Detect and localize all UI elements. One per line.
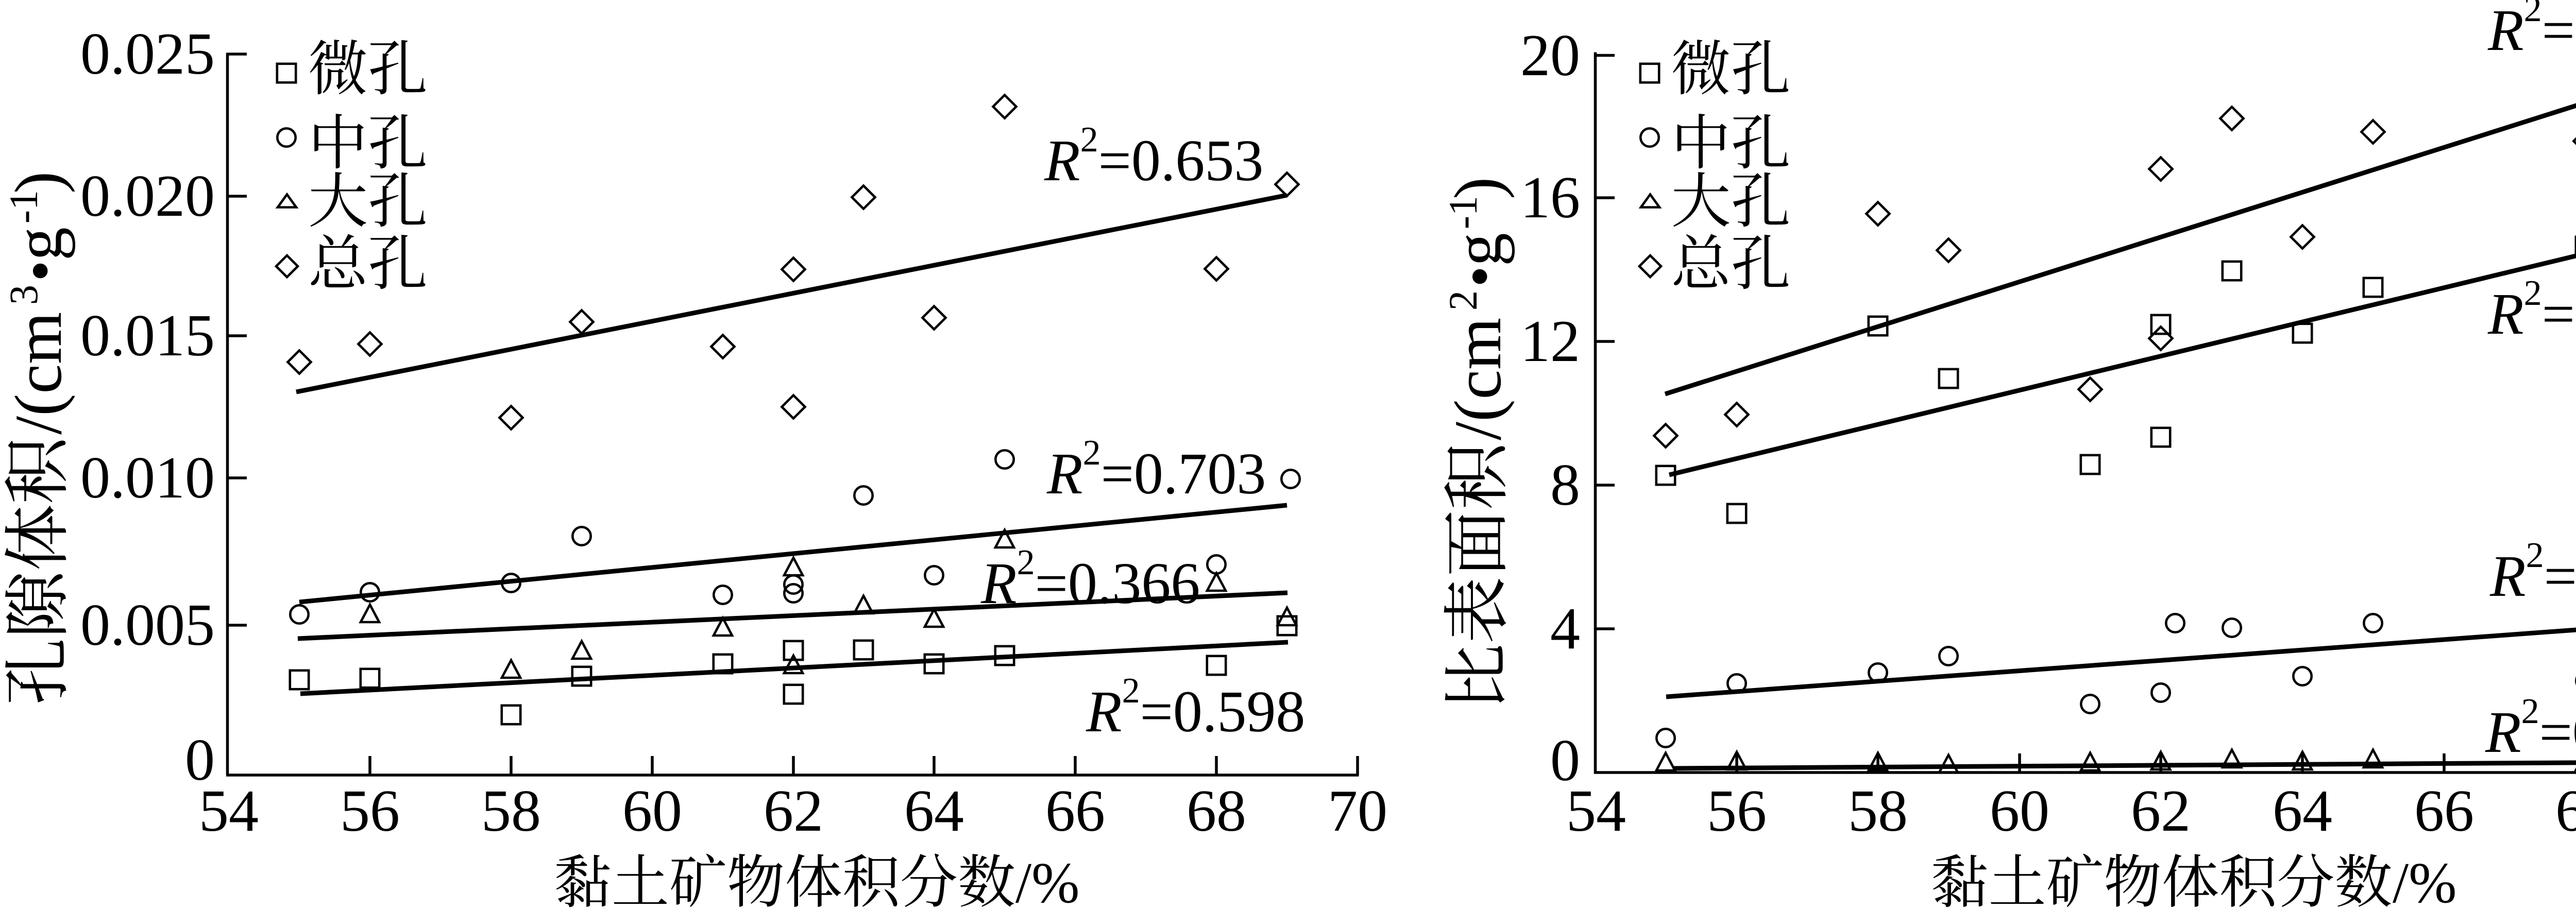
svg-text:•: • (6, 260, 74, 282)
svg-text:58: 58 (1848, 778, 1908, 844)
svg-text:12: 12 (1520, 308, 1580, 374)
svg-text:54: 54 (1566, 778, 1626, 844)
svg-text:/%: /% (1015, 851, 1079, 910)
svg-text:62: 62 (764, 778, 823, 844)
svg-text:R2=0.703: R2=0.703 (1046, 433, 1266, 506)
svg-text:/%: /% (2393, 851, 2456, 910)
svg-text:60: 60 (622, 778, 682, 844)
svg-text:R2=0.617: R2=0.617 (2487, 0, 2576, 63)
svg-text:68: 68 (2555, 778, 2576, 844)
svg-text:R2=0.307: R2=0.307 (2485, 692, 2576, 765)
svg-text:0.005: 0.005 (80, 592, 215, 658)
svg-text:16: 16 (1520, 165, 1580, 231)
svg-text:0: 0 (185, 727, 215, 793)
svg-text:/(cm: /(cm (2, 312, 76, 435)
svg-text:R2=0.366: R2=0.366 (980, 543, 1200, 616)
svg-text:4: 4 (1550, 596, 1580, 662)
svg-text:56: 56 (1707, 778, 1767, 844)
svg-text:): ) (2, 171, 76, 194)
svg-text:R2=0.642: R2=0.642 (2487, 273, 2576, 347)
svg-text:0.015: 0.015 (80, 303, 215, 369)
svg-text:R2=0.701: R2=0.701 (2489, 536, 2576, 609)
svg-text:): ) (1441, 177, 1515, 199)
svg-text:g: g (2, 227, 76, 261)
svg-text:66: 66 (1045, 778, 1105, 844)
svg-text:66: 66 (2414, 778, 2474, 844)
svg-text:20: 20 (1520, 23, 1580, 89)
svg-text:56: 56 (340, 778, 400, 844)
svg-text:64: 64 (904, 778, 964, 844)
svg-text:-1: -1 (1, 190, 46, 224)
svg-text:68: 68 (1187, 778, 1246, 844)
svg-text:-1: -1 (1440, 196, 1485, 229)
svg-text:/(cm: /(cm (1441, 318, 1515, 440)
svg-text:70: 70 (1328, 778, 1387, 844)
svg-text:58: 58 (481, 778, 541, 844)
svg-text:R2=0.598: R2=0.598 (1086, 671, 1305, 744)
svg-text:3: 3 (1, 285, 46, 305)
svg-text:0: 0 (1550, 728, 1580, 794)
svg-text:2: 2 (1440, 290, 1485, 311)
svg-text:8: 8 (1550, 452, 1580, 518)
svg-text:g: g (1441, 233, 1515, 266)
svg-text:0.010: 0.010 (80, 445, 215, 511)
svg-text:60: 60 (1990, 778, 2049, 844)
svg-text:•: • (1445, 266, 1514, 287)
svg-text:54: 54 (199, 778, 259, 844)
svg-text:0.020: 0.020 (80, 163, 215, 229)
svg-text:0.025: 0.025 (80, 21, 215, 87)
svg-text:62: 62 (2131, 778, 2191, 844)
svg-text:64: 64 (2273, 778, 2332, 844)
svg-text:R2=0.653: R2=0.653 (1044, 120, 1263, 193)
